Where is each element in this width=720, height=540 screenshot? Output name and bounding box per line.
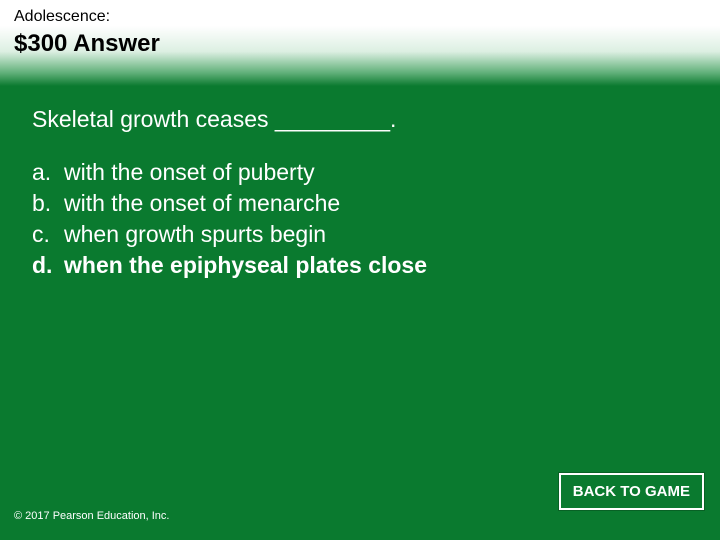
options-list: a. with the onset of puberty b. with the… [32, 157, 688, 281]
option-b: b. with the onset of menarche [32, 188, 688, 219]
back-to-game-button[interactable]: BACK TO GAME [559, 473, 704, 510]
option-text: with the onset of menarche [64, 188, 340, 219]
price-answer-title: $300 Answer [14, 30, 706, 58]
option-letter: d. [32, 250, 64, 281]
option-c: c. when growth spurts begin [32, 219, 688, 250]
slide: Adolescence: $300 Answer Skeletal growth… [0, 0, 720, 540]
option-letter: c. [32, 219, 64, 250]
option-text: with the onset of puberty [64, 157, 315, 188]
category-label: Adolescence: [14, 8, 706, 26]
option-letter: a. [32, 157, 64, 188]
option-d: d. when the epiphyseal plates close [32, 250, 688, 281]
header-band: Adolescence: $300 Answer [0, 0, 720, 86]
option-letter: b. [32, 188, 64, 219]
option-a: a. with the onset of puberty [32, 157, 688, 188]
option-text: when the epiphyseal plates close [64, 250, 427, 281]
option-text: when growth spurts begin [64, 219, 326, 250]
copyright-text: © 2017 Pearson Education, Inc. [14, 510, 169, 522]
content-area: Skeletal growth ceases _________. a. wit… [0, 86, 720, 281]
question-text: Skeletal growth ceases _________. [32, 106, 688, 133]
